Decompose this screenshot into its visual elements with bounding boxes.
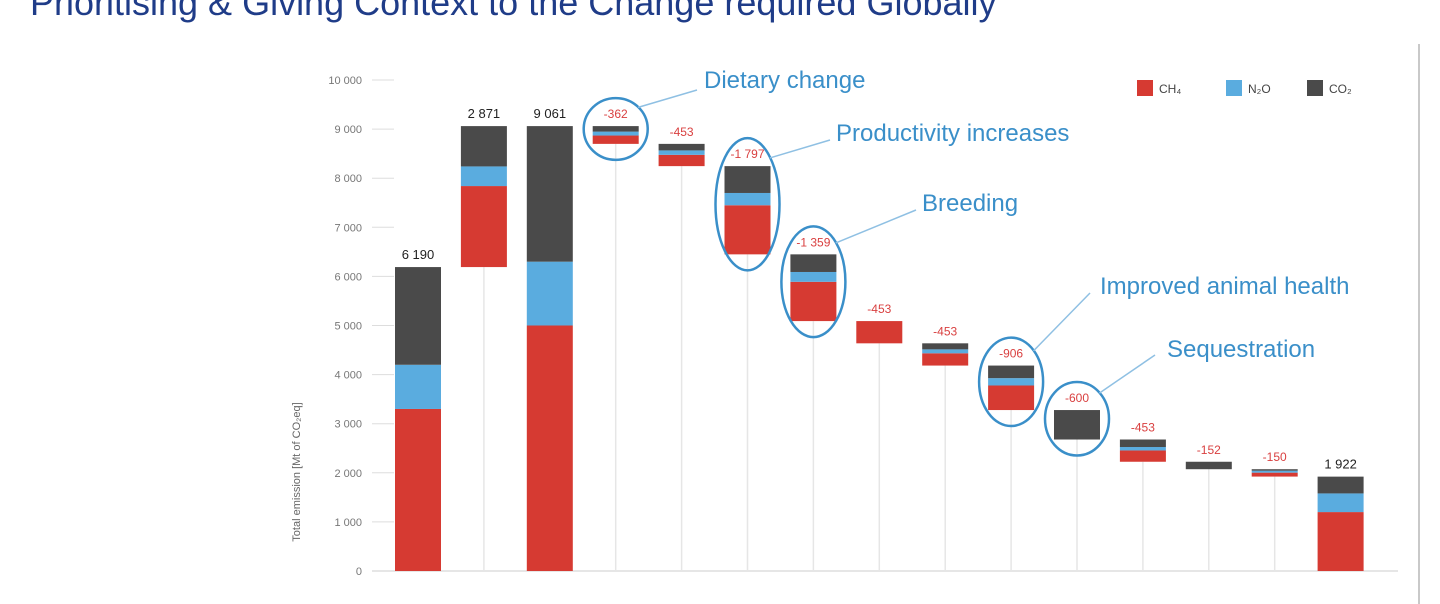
- bar-segment-co2: [658, 143, 705, 151]
- y-axis-label: Total emission [Mt of CO₂eq]: [291, 402, 303, 541]
- callout-label: Breeding: [922, 190, 1018, 217]
- bar-value-label: -906: [999, 347, 1023, 361]
- callout-ellipse: [714, 136, 781, 272]
- bar-segment-ch4: [1317, 512, 1364, 571]
- callout-ellipse: [1043, 380, 1111, 457]
- bar-segment-co2: [1185, 461, 1232, 470]
- bar-value-label: 2 871: [468, 106, 501, 121]
- callout-leader: [1032, 292, 1091, 352]
- bar-segment-n2o: [526, 261, 573, 326]
- y-tick-label: 7 000: [334, 222, 362, 234]
- bar-segment-co2: [1317, 476, 1364, 494]
- bar-value-label: -453: [933, 324, 957, 338]
- bar-segment-ch4: [526, 325, 573, 571]
- legend-label: N₂O: [1248, 82, 1271, 96]
- callouts: Dietary change Productivity increases Bree…: [582, 67, 1349, 457]
- legend: CH₄ N₂O CO₂: [1137, 80, 1352, 96]
- bar-segment-n2o: [658, 150, 705, 155]
- bar-segment-ch4: [460, 186, 507, 268]
- bar-labels: 6 190 2 871 9 061 -362 -453 -1 797 -1 359 -453 -…: [402, 106, 1357, 472]
- y-tick-label: 8 000: [334, 173, 362, 185]
- bar-segment-ch4: [592, 135, 639, 144]
- bar-segment-ch4: [988, 385, 1035, 411]
- bar-segment-n2o: [1251, 470, 1298, 473]
- legend-swatch: [1307, 80, 1323, 96]
- callout-leader: [835, 209, 917, 244]
- bar-segment-n2o: [1317, 493, 1364, 513]
- y-tick-label: 10 000: [328, 75, 362, 87]
- y-tick-label: 9 000: [334, 124, 362, 136]
- callout-leader: [1098, 354, 1156, 394]
- callout-leader: [637, 89, 698, 109]
- bar-segment-ch4: [658, 154, 705, 167]
- bar-segment-n2o: [988, 378, 1035, 386]
- legend-label: CO₂: [1329, 82, 1352, 96]
- bar-segment-n2o: [790, 271, 837, 282]
- bar-segment-co2: [1251, 469, 1298, 471]
- connector-lines: [483, 143, 1276, 571]
- bar-value-label: -453: [1131, 421, 1155, 435]
- y-tick-label: 2 000: [334, 468, 362, 480]
- legend-label: CH₄: [1159, 82, 1181, 96]
- bar-segment-n2o: [724, 192, 771, 206]
- callout-label: Improved animal health: [1100, 273, 1349, 300]
- callout-label: Sequestration: [1167, 336, 1315, 363]
- legend-swatch: [1226, 80, 1242, 96]
- bar-segment-co2: [1119, 439, 1166, 448]
- bar-segment-ch4: [922, 353, 969, 366]
- slide-divider: [1418, 44, 1420, 604]
- bar-segment-co2: [526, 126, 573, 262]
- bar-value-label: -1 359: [796, 235, 830, 249]
- bar-value-label: -453: [670, 125, 694, 139]
- bar-segment-co2: [592, 126, 639, 132]
- bar-value-label: -152: [1197, 443, 1221, 457]
- bar-value-label: -1 797: [730, 147, 764, 161]
- callout-label: Dietary change: [704, 67, 865, 94]
- callout-label: Productivity increases: [836, 120, 1069, 147]
- bar-value-label: 9 061: [534, 106, 567, 121]
- callout-ellipse: [780, 225, 847, 339]
- bar-segment-co2: [1054, 410, 1100, 440]
- bar-segment-n2o: [922, 349, 969, 354]
- bar-segment-co2: [460, 126, 507, 167]
- bar-value-label: -453: [867, 302, 891, 316]
- bar-segment-n2o: [592, 131, 639, 136]
- y-tick-label: 6 000: [334, 271, 362, 283]
- bar-segment-co2: [790, 254, 837, 272]
- callout-ellipse: [582, 96, 649, 162]
- bar-segment-ch4: [856, 321, 903, 344]
- legend-swatch: [1137, 80, 1153, 96]
- bar-segment-n2o: [1119, 447, 1166, 451]
- bar-segment-co2: [988, 365, 1035, 379]
- page-title: Prioritising & Giving Context to the Cha…: [30, 0, 997, 23]
- y-tick-label: 5 000: [334, 321, 362, 333]
- bar-segment-co2: [724, 166, 771, 193]
- bar-segment-ch4: [1251, 472, 1298, 477]
- y-tick-label: 1 000: [334, 517, 362, 529]
- bar-segment-ch4: [724, 205, 771, 255]
- callout-leader: [769, 139, 831, 159]
- y-tick-label: 3 000: [334, 419, 362, 431]
- y-tick-label: 0: [356, 566, 362, 578]
- bar-value-label: 6 190: [402, 247, 435, 262]
- bar-value-label: 1 922: [1324, 457, 1357, 472]
- bar-segment-n2o: [395, 364, 441, 409]
- bars: [395, 126, 1364, 571]
- bar-segment-ch4: [395, 408, 441, 571]
- callout-ellipse: [977, 336, 1045, 428]
- y-tick-label: 4 000: [334, 370, 362, 382]
- bar-value-label: -362: [604, 107, 628, 121]
- bar-segment-ch4: [1119, 450, 1166, 462]
- bar-segment-n2o: [460, 166, 507, 187]
- bar-value-label: -150: [1263, 450, 1287, 464]
- bar-segment-co2: [395, 267, 441, 365]
- bar-segment-ch4: [790, 281, 837, 322]
- bar-value-label: -600: [1065, 391, 1089, 405]
- bar-segment-co2: [922, 343, 969, 350]
